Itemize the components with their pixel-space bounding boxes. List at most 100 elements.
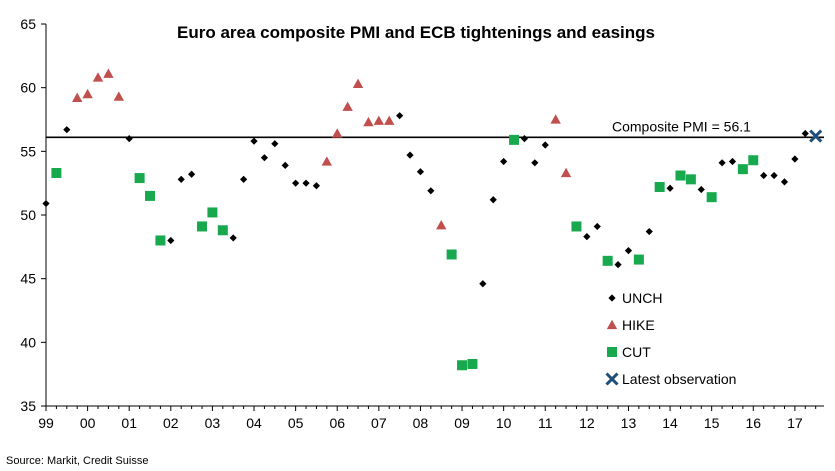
data-point-cut xyxy=(134,173,145,184)
x-tick-label: 15 xyxy=(704,415,720,431)
x-tick-label: 06 xyxy=(329,415,345,431)
data-point-unch xyxy=(479,280,487,288)
x-tick-label: 17 xyxy=(787,415,803,431)
legend-label-hike: HIKE xyxy=(622,317,655,333)
y-tick-label: 60 xyxy=(20,80,36,96)
y-tick-label: 65 xyxy=(20,16,36,32)
axes: 35 40 45 50 55 60 65 99 00 01 02 03 04 05 06 07 08 09 10 11… xyxy=(20,16,824,431)
x-tick-label: 03 xyxy=(205,415,221,431)
data-point-unch xyxy=(624,247,633,255)
data-point-unch xyxy=(697,185,705,194)
chart-svg: Euro area composite PMI and ECB tighteni… xyxy=(20,16,824,431)
data-point-hike xyxy=(72,92,83,103)
data-point-hike xyxy=(342,101,353,111)
data-point-unch xyxy=(791,155,799,163)
y-tick-label: 45 xyxy=(20,271,36,287)
data-point-unch xyxy=(531,159,539,167)
data-point-unch xyxy=(801,129,809,138)
x-tick-label: 99 xyxy=(38,415,54,431)
x-mark-stroke xyxy=(605,372,619,386)
data-point-cut xyxy=(602,255,613,266)
data-point-hike xyxy=(550,114,561,124)
data-point-unch xyxy=(770,171,778,180)
chart-title: Euro area composite PMI and ECB tighteni… xyxy=(177,23,655,42)
data-point-hike xyxy=(113,91,125,101)
data-point-unch xyxy=(302,179,310,187)
data-point-unch xyxy=(125,135,133,143)
data-point-latest-observation xyxy=(809,129,823,143)
x-tick-label: 14 xyxy=(662,415,678,431)
data-point-unch xyxy=(177,175,185,183)
legend-label-cut: CUT xyxy=(622,344,651,360)
x-tick-label: 11 xyxy=(538,415,553,431)
data-point-unch xyxy=(614,261,622,269)
legend-marker-unch xyxy=(608,294,616,302)
legend-marker-hike xyxy=(606,319,618,330)
data-point-unch xyxy=(541,141,549,149)
x-tick-label: 04 xyxy=(246,415,262,431)
x-tick-label: 10 xyxy=(496,415,512,431)
data-point-unch xyxy=(406,151,414,159)
data-point-unch xyxy=(728,157,737,166)
y-tick-label: 40 xyxy=(20,334,36,350)
data-point-cut xyxy=(748,155,759,166)
x-mark-stroke xyxy=(809,129,823,143)
data-point-cut xyxy=(467,358,478,369)
x-tick-label: 05 xyxy=(288,415,304,431)
data-point-cut xyxy=(446,249,457,260)
data-point-cut xyxy=(217,225,228,236)
x-tick-label: 09 xyxy=(454,415,470,431)
data-point-unch xyxy=(250,137,258,145)
data-point-unch xyxy=(312,182,321,190)
reference-line-group: Composite PMI = 56.1 xyxy=(46,118,824,139)
data-point-unch xyxy=(396,112,404,120)
data-point-cut xyxy=(197,221,208,232)
data-point-unch xyxy=(188,170,196,178)
data-point-unch xyxy=(583,233,591,241)
data-point-unch xyxy=(240,175,248,183)
reference-line-label: Composite PMI = 56.1 xyxy=(612,118,751,134)
data-point-unch xyxy=(292,179,300,187)
data-point-unch xyxy=(167,236,175,245)
data-point-cut xyxy=(207,207,218,218)
data-point-hike xyxy=(92,72,104,82)
data-point-cut xyxy=(145,190,156,201)
y-tick-label: 35 xyxy=(20,398,36,414)
data-point-cut xyxy=(675,170,686,181)
data-point-unch xyxy=(500,157,508,166)
data-point-unch xyxy=(780,178,789,186)
data-point-unch xyxy=(666,184,674,192)
data-point-unch xyxy=(271,140,279,148)
data-marks xyxy=(42,68,823,371)
data-point-unch xyxy=(260,154,269,162)
data-point-cut xyxy=(509,134,520,145)
data-point-hike xyxy=(82,88,93,99)
data-point-unch xyxy=(42,199,50,208)
data-point-cut xyxy=(51,167,62,178)
data-point-unch xyxy=(520,135,529,143)
data-point-hike xyxy=(384,115,395,125)
data-point-hike xyxy=(560,167,572,178)
data-point-unch xyxy=(427,187,435,195)
x-tick-label: 01 xyxy=(121,415,137,431)
data-point-unch xyxy=(593,222,601,231)
data-point-unch xyxy=(63,126,71,134)
x-tick-label: 13 xyxy=(621,415,637,431)
data-point-unch xyxy=(229,234,237,242)
data-point-unch xyxy=(281,161,289,169)
x-tick-label: 00 xyxy=(80,415,96,431)
data-point-cut xyxy=(706,192,717,203)
data-point-cut xyxy=(571,221,582,232)
x-tick-label: 12 xyxy=(579,415,595,431)
data-point-unch xyxy=(645,227,653,236)
y-tick-label: 50 xyxy=(20,207,36,223)
data-point-cut xyxy=(457,360,468,371)
data-point-cut xyxy=(155,235,166,246)
data-point-hike xyxy=(436,219,447,230)
data-point-hike xyxy=(373,115,385,125)
data-point-unch xyxy=(489,196,497,204)
data-point-unch xyxy=(416,168,425,176)
data-point-unch xyxy=(760,171,768,180)
data-point-cut xyxy=(633,254,644,265)
